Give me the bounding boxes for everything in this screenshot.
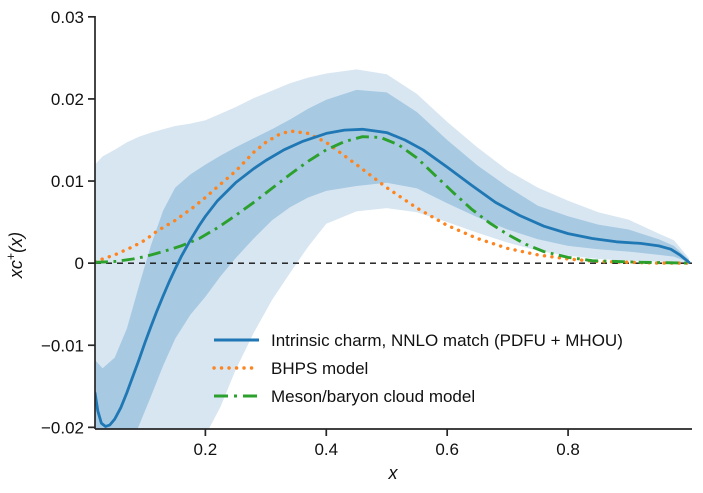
- legend-label-bhps: BHPS model: [271, 359, 368, 378]
- legend-item-meson-cloud: Meson/baryon cloud model: [214, 387, 475, 406]
- x-tick-label: 0.6: [435, 440, 459, 459]
- legend-item-bhps: BHPS model: [212, 359, 368, 378]
- meson-cloud-line: [95, 135, 690, 265]
- bhps-model-line: [95, 129, 691, 265]
- intrinsic-charm-line: [95, 127, 691, 428]
- legend-label-intrinsic-charm: Intrinsic charm, NNLO match (PDFU + MHOU…: [271, 331, 623, 350]
- y-tick-label: −0.02: [41, 418, 84, 437]
- y-tick-label: −0.01: [41, 336, 84, 355]
- band-inner-pdf: [95, 89, 689, 429]
- x-tick-label: 0.2: [194, 440, 218, 459]
- y-tick-label: 0.03: [51, 8, 84, 27]
- y-tick-label: 0.02: [51, 90, 84, 109]
- y-tick-label: 0.01: [51, 172, 84, 191]
- x-tick-label: 0.8: [556, 440, 580, 459]
- legend: Intrinsic charm, NNLO match (PDFU + MHOU…: [212, 331, 623, 406]
- legend-label-meson-cloud: Meson/baryon cloud model: [271, 387, 475, 406]
- legend-item-intrinsic-charm: Intrinsic charm, NNLO match (PDFU + MHOU…: [214, 331, 623, 350]
- x-tick-label: 0.4: [314, 440, 338, 459]
- x-axis-label: x: [388, 463, 399, 483]
- y-tick-label: 0: [75, 254, 84, 273]
- y-axis-label: xc+(x): [4, 232, 26, 279]
